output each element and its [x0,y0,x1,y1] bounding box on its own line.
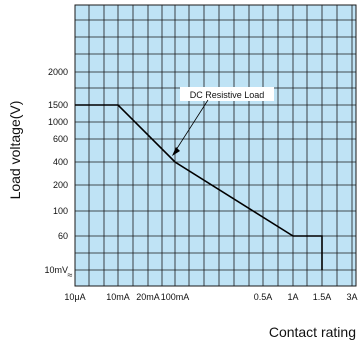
annotation-arrowhead [172,147,180,156]
y-tick-label: 1000 [48,117,68,127]
shaded-region-lower [75,105,356,286]
axis-break: ≈ [68,270,73,280]
axis-break-symbol: ≈ [68,270,73,280]
x-tick-label: 20mA [136,292,160,302]
x-tick-label: 3A [346,292,357,302]
y-tick-label: 10mV [44,265,68,275]
curve-layer [75,104,323,270]
plot-frame [74,4,357,287]
y-tick-label: 1500 [48,100,68,110]
safe-operating-area [75,5,356,286]
x-tick-label: 1.5A [313,292,332,302]
tick-labels: 10μA 10mA 20mA 100mA 0.5A 1A 1.5A 3A 10mV 60 100 20… [44,67,357,302]
annotation-label: DC Resistive Load [190,90,265,100]
x-tick-label: 100mA [161,292,190,302]
y-tick-label: 2000 [48,67,68,77]
dc-resistive-load-curve [75,104,323,270]
y-tick-label: 400 [53,157,68,167]
y-tick-label: 60 [58,231,68,241]
y-tick-label: 200 [53,180,68,190]
annotation-group: DC Resistive Load [172,87,274,156]
y-axis-title: Load voltage(V) [7,101,23,200]
y-tick-label: 100 [53,206,68,216]
x-tick-label: 10mA [106,292,130,302]
x-tick-label: 0.5A [254,292,273,302]
annotation-box [180,87,274,101]
annotation-leader-line [175,99,209,151]
y-tick-label: 600 [53,134,68,144]
x-axis-title: Contact rating [269,324,356,340]
x-tick-label: 1A [287,292,298,302]
grid [74,4,357,287]
x-tick-label: 10μA [64,292,85,302]
